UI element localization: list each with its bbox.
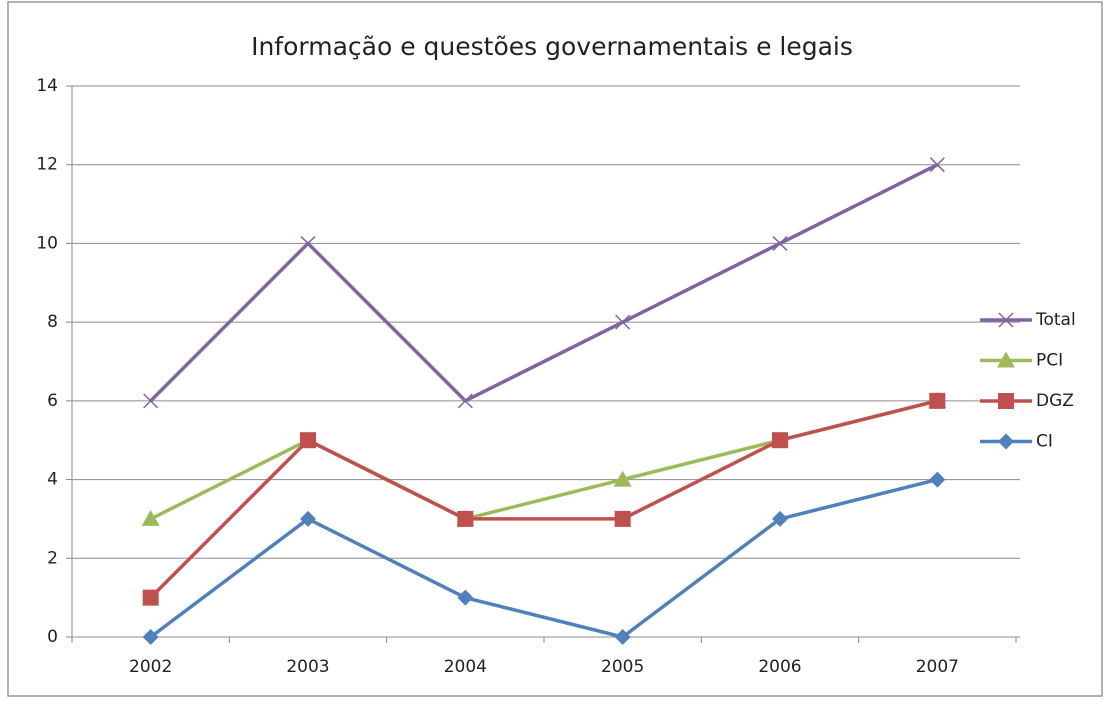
- chart-frame: [7, 1, 1103, 697]
- x-tick-label: 2007: [916, 657, 959, 677]
- chart-title: Informação e questões governamentais e l…: [251, 32, 853, 61]
- x-tick-label: 2004: [444, 657, 487, 677]
- legend-marker: [998, 433, 1014, 450]
- data-point: [457, 510, 474, 527]
- y-tick-label: 4: [47, 470, 58, 490]
- data-point: [457, 393, 473, 409]
- y-tick-label: 10: [36, 233, 58, 253]
- x-tick-label: 2005: [601, 657, 644, 677]
- x-tick-label: 2006: [758, 657, 801, 677]
- legend-marker: [997, 351, 1015, 368]
- data-point: [614, 629, 631, 645]
- data-point: [141, 509, 160, 526]
- y-tick-label: 2: [47, 548, 58, 568]
- data-point: [142, 629, 159, 645]
- legend-label: CI: [1036, 432, 1053, 452]
- data-point: [300, 235, 316, 251]
- series-line: [149, 477, 938, 639]
- y-tick-label: 12: [36, 155, 58, 175]
- data-point: [929, 157, 945, 173]
- y-tick-label: 0: [47, 627, 58, 647]
- data-point: [929, 471, 946, 488]
- data-point: [457, 589, 474, 606]
- data-point: [142, 589, 159, 606]
- x-tick-label: 2002: [129, 657, 172, 677]
- series-line: [149, 399, 938, 599]
- data-point: [772, 510, 788, 527]
- data-point: [613, 470, 632, 487]
- data-point: [615, 314, 631, 330]
- series-line: [149, 163, 939, 403]
- legend-marker: [998, 312, 1014, 328]
- y-tick-label: 6: [47, 391, 58, 411]
- data-point: [772, 432, 788, 449]
- x-tick-label: 2003: [286, 657, 329, 677]
- data-point: [772, 235, 788, 251]
- data-point: [614, 510, 631, 527]
- legend-label: DGZ: [1036, 391, 1074, 411]
- data-point: [143, 393, 159, 409]
- data-point: [300, 510, 316, 527]
- legend-label: PCI: [1036, 351, 1063, 371]
- legend-label: Total: [1035, 310, 1076, 330]
- y-tick-label: 8: [47, 312, 58, 332]
- data-point: [300, 432, 316, 449]
- y-tick-label: 14: [36, 76, 58, 96]
- data-point: [929, 392, 946, 409]
- legend-marker: [998, 393, 1014, 409]
